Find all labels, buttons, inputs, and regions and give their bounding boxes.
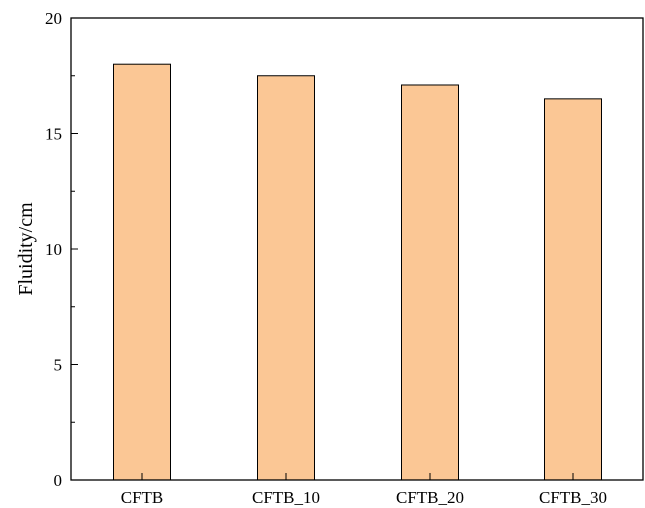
x-axis: CFTB CFTB_10 CFTB_20 CFTB_30 bbox=[121, 473, 607, 507]
bar-cftb-20 bbox=[401, 84, 459, 481]
x-tick-label: CFTB_10 bbox=[252, 488, 320, 507]
bars-group bbox=[113, 63, 602, 481]
y-tick-label: 10 bbox=[45, 240, 62, 259]
y-tick-label: 0 bbox=[54, 471, 63, 490]
y-tick-label: 20 bbox=[45, 9, 62, 28]
bar-cftb-10 bbox=[257, 75, 315, 481]
x-tick-label: CFTB_20 bbox=[396, 488, 464, 507]
bar-cftb bbox=[113, 63, 171, 481]
x-tick-label: CFTB_30 bbox=[539, 488, 607, 507]
bar-cftb-30 bbox=[544, 98, 602, 481]
y-axis: 0 5 10 15 20 bbox=[45, 9, 78, 490]
y-axis-title: Fluidity/cm bbox=[15, 202, 37, 296]
x-tick-label: CFTB bbox=[121, 488, 164, 507]
y-tick-label: 15 bbox=[45, 125, 62, 144]
y-tick-label: 5 bbox=[54, 356, 63, 375]
